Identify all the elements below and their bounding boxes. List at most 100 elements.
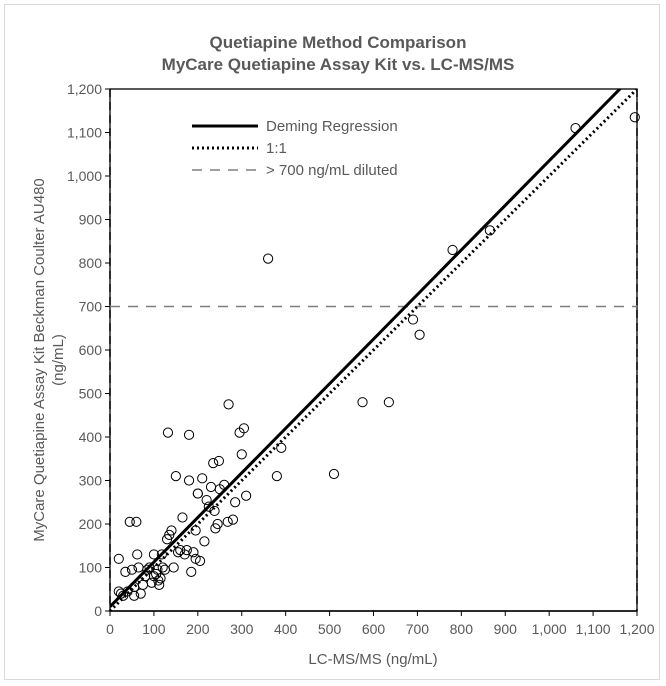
data-point — [131, 516, 142, 527]
data-point — [190, 525, 201, 536]
data-point — [223, 399, 234, 410]
data-point — [172, 547, 184, 558]
data-point — [183, 475, 195, 486]
y-axis-label: MyCare Quetiapine Assay Kit Beckman Coul… — [31, 178, 48, 542]
data-point — [201, 494, 212, 506]
data-point — [263, 253, 274, 264]
identity-line — [110, 89, 637, 611]
data-point — [186, 566, 197, 577]
data-point — [205, 481, 217, 493]
data-point — [152, 564, 163, 575]
data-point — [142, 564, 153, 575]
data-point — [115, 588, 127, 599]
chart-frame — [4, 4, 660, 680]
data-point — [170, 471, 181, 482]
data-point — [212, 518, 223, 530]
data-point — [154, 579, 165, 591]
data-point — [209, 505, 220, 517]
data-point — [183, 429, 195, 440]
y-tick-label: 700 — [79, 299, 103, 315]
data-point — [144, 562, 155, 573]
x-tick-label: 600 — [362, 621, 386, 637]
x-axis-label: LC-MS/MS (ng/mL) — [308, 651, 437, 668]
x-tick-label: 1,000 — [532, 621, 567, 637]
data-point — [120, 566, 131, 577]
data-point — [357, 397, 368, 408]
y-tick-label: 600 — [79, 342, 103, 358]
data-point — [383, 397, 394, 408]
data-point — [227, 514, 239, 525]
data-point — [124, 516, 135, 527]
data-point — [113, 553, 124, 564]
y-tick-label: 1,200 — [67, 81, 102, 97]
x-tick-label: 900 — [494, 621, 518, 637]
x-tick-label: 0 — [106, 621, 114, 637]
data-point — [126, 564, 138, 575]
legend-label-diluted: > 700 ng/mL diluted — [266, 162, 398, 179]
x-tick-label: 500 — [318, 621, 342, 637]
data-point — [137, 579, 149, 591]
data-point — [188, 547, 199, 558]
data-point — [629, 112, 640, 123]
data-point — [222, 516, 233, 527]
y-tick-label: 900 — [79, 212, 103, 228]
data-point — [447, 244, 458, 256]
data-point — [194, 555, 206, 567]
legend: Deming Regression 1:1 > 700 ng/mL dilute… — [192, 118, 398, 179]
y-axis-unit-label: (ng/mL) — [50, 334, 67, 386]
data-point — [208, 458, 219, 469]
legend-label-deming: Deming Regression — [266, 118, 398, 135]
x-tick-label: 200 — [186, 621, 210, 637]
y-tick-label: 200 — [79, 516, 103, 532]
data-point — [407, 314, 419, 325]
data-point — [276, 442, 287, 453]
y-tick-label: 500 — [79, 386, 103, 402]
x-tick-label: 1,100 — [576, 621, 611, 637]
data-point — [414, 329, 425, 340]
data-point — [135, 588, 146, 599]
y-tick-label: 400 — [79, 429, 103, 445]
data-point — [146, 577, 157, 588]
data-point — [241, 490, 252, 501]
data-point — [219, 479, 230, 490]
data-point — [162, 427, 174, 438]
data-point — [177, 512, 188, 523]
data-point — [155, 573, 166, 584]
data-point — [153, 575, 164, 586]
data-point — [271, 471, 282, 482]
data-point — [236, 449, 247, 460]
data-point — [192, 488, 203, 499]
chart-title: Quetiapine Method Comparison — [210, 33, 467, 52]
data-point — [484, 225, 495, 236]
data-point — [132, 549, 143, 560]
data-point — [157, 562, 168, 573]
data-point — [168, 562, 179, 573]
data-point — [328, 468, 340, 480]
x-tick-label: 1,200 — [619, 621, 654, 637]
data-point — [238, 423, 250, 434]
y-tick-label: 1,000 — [67, 168, 102, 184]
data-point — [570, 123, 581, 134]
y-tick-label: 0 — [94, 603, 102, 619]
data-point — [213, 455, 225, 467]
data-point — [181, 545, 192, 556]
data-point — [148, 549, 160, 560]
plot-series-group — [110, 89, 637, 611]
data-point — [156, 549, 167, 560]
data-point — [199, 536, 210, 547]
x-tick-label: 700 — [406, 621, 430, 637]
x-tick-label: 800 — [450, 621, 474, 637]
y-tick-label: 1,100 — [67, 125, 102, 141]
x-tick-label: 300 — [230, 621, 254, 637]
data-point — [230, 497, 241, 508]
x-tick-label: 400 — [274, 621, 298, 637]
chart-subtitle: MyCare Quetiapine Assay Kit vs. LC-MS/MS — [162, 55, 515, 74]
y-tick-label: 300 — [79, 473, 103, 489]
y-tick-label: 100 — [79, 560, 103, 576]
series-layer — [110, 89, 640, 611]
data-point — [197, 473, 208, 484]
tick-labels: 0 100 200 300 400 500 600 700 800 900 1,000 1,100 1,… — [67, 81, 655, 637]
data-point — [129, 590, 140, 601]
y-tick-label: 800 — [79, 255, 103, 271]
